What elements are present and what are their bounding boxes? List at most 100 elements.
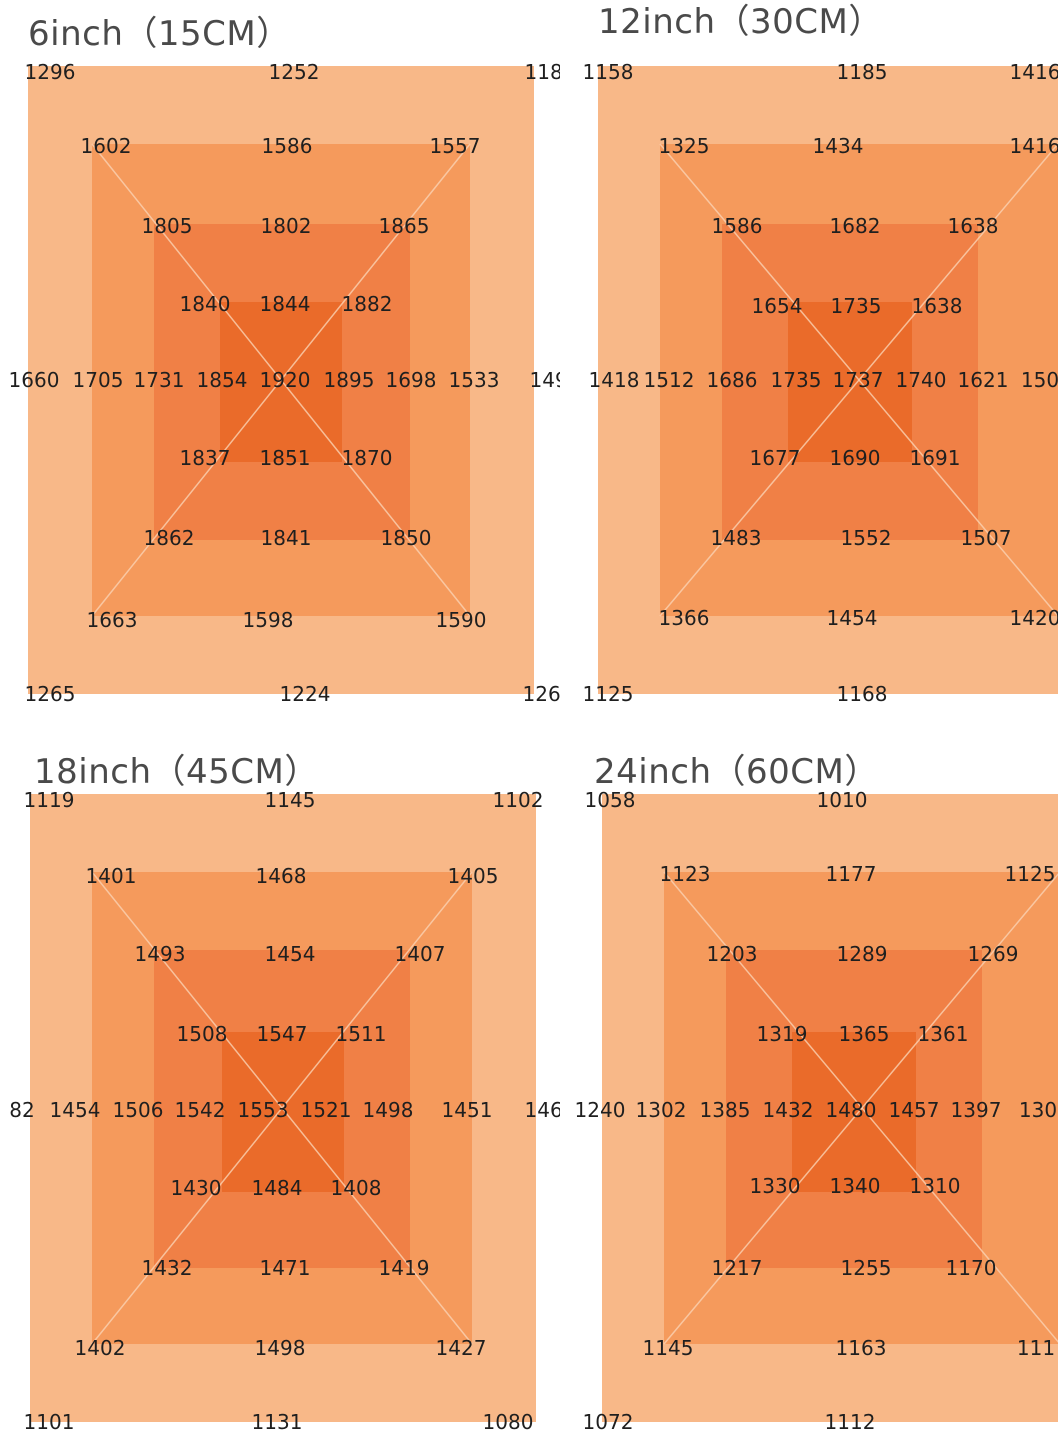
reading-value: 1145 <box>264 788 316 812</box>
reading-value: 1521 <box>300 1098 352 1122</box>
reading-value: 1737 <box>832 368 884 392</box>
reading-value: 1125 <box>1004 862 1056 886</box>
reading-value: 1177 <box>825 862 877 886</box>
reading-value: 1508 <box>176 1022 228 1046</box>
reading-value: 1361 <box>917 1022 969 1046</box>
diagonal-line-2 <box>91 871 473 1345</box>
panel-title-12inch: 12inch（30CM） <box>598 2 883 42</box>
reading-value: 1203 <box>706 942 758 966</box>
reading-value: 1451 <box>441 1098 493 1122</box>
reading-value: 1405 <box>447 864 499 888</box>
ring-4 <box>792 1032 916 1192</box>
reading-value: 1408 <box>330 1176 382 1200</box>
reading-value: 1840 <box>179 292 231 316</box>
reading-value: 82 <box>9 1098 35 1122</box>
reading-value: 1498 <box>362 1098 414 1122</box>
reading-value: 1102 <box>492 788 544 812</box>
reading-value: 1557 <box>429 134 481 158</box>
reading-value: 1660 <box>8 368 60 392</box>
heatmap-panel-6inch: 1296 1252 1183 1602 1586 1557 1805 1802 1865 1840… <box>0 56 560 708</box>
reading-value: 1325 <box>658 134 710 158</box>
reading-value: 1542 <box>174 1098 226 1122</box>
reading-value: 1841 <box>260 526 312 550</box>
reading-value: 150 <box>1020 368 1058 392</box>
reading-value: 1080 <box>482 1410 534 1434</box>
reading-value: 1168 <box>836 682 888 706</box>
heatmap-panel-24inch: 1058 1010 1123 1177 1125 1203 1289 1269 1319 1365… <box>560 786 1058 1434</box>
reading-value: 1507 <box>960 526 1012 550</box>
reading-value: 1454 <box>826 606 878 630</box>
reading-value: 1735 <box>770 368 822 392</box>
reading-value: 1844 <box>259 292 311 316</box>
reading-value: 1319 <box>756 1022 808 1046</box>
reading-value: 1677 <box>749 446 801 470</box>
reading-value: 1457 <box>888 1098 940 1122</box>
reading-value: 1302 <box>635 1098 687 1122</box>
reading-value: 1837 <box>179 446 231 470</box>
reading-value: 1112 <box>824 1410 876 1434</box>
reading-value: 1217 <box>711 1256 763 1280</box>
panel-title-18inch: 18inch（45CM） <box>34 752 319 792</box>
reading-value: 1586 <box>261 134 313 158</box>
reading-value: 1586 <box>711 214 763 238</box>
reading-value: 1385 <box>699 1098 751 1122</box>
reading-value: 1430 <box>170 1176 222 1200</box>
reading-value: 1468 <box>255 864 307 888</box>
reading-value: 1498 <box>254 1336 306 1360</box>
reading-value: 1340 <box>829 1174 881 1198</box>
reading-value: 130 <box>1018 1098 1058 1122</box>
reading-value: 1882 <box>341 292 393 316</box>
heatmap-rings <box>602 794 1058 1422</box>
reading-value: 1101 <box>23 1410 75 1434</box>
reading-value: 1553 <box>237 1098 289 1122</box>
reading-value: 1407 <box>394 942 446 966</box>
reading-value: 1310 <box>909 1174 961 1198</box>
reading-value: 1705 <box>72 368 124 392</box>
reading-value: 1483 <box>710 526 762 550</box>
heatmap-rings <box>598 66 1058 694</box>
reading-value: 1638 <box>947 214 999 238</box>
reading-value: 1854 <box>196 368 248 392</box>
reading-value: 1296 <box>24 60 76 84</box>
reading-value: 1690 <box>829 446 881 470</box>
diagonal-line-2 <box>663 873 1058 1345</box>
reading-value: 1265 <box>24 682 76 706</box>
reading-value: 1432 <box>762 1098 814 1122</box>
reading-value: 1870 <box>341 446 393 470</box>
reading-value: 1493 <box>134 942 186 966</box>
reading-value: 1366 <box>658 606 710 630</box>
reading-value: 1547 <box>256 1022 308 1046</box>
reading-value: 1511 <box>335 1022 387 1046</box>
reading-value: 1805 <box>141 214 193 238</box>
reading-value: 1416 <box>1009 60 1058 84</box>
diagonal-line-2 <box>91 143 471 617</box>
reading-value: 1289 <box>836 942 888 966</box>
reading-value: 1533 <box>448 368 500 392</box>
reading-value: 1740 <box>895 368 947 392</box>
reading-value: 1420 <box>1009 606 1058 630</box>
reading-value: 1418 <box>588 368 640 392</box>
reading-value: 1865 <box>378 214 430 238</box>
heatmap-panel-18inch: 1119 1145 1102 1401 1468 1405 1493 1454 1407 1508… <box>0 786 560 1434</box>
reading-value: 1163 <box>835 1336 887 1360</box>
reading-value: 1802 <box>260 214 312 238</box>
reading-value: 1434 <box>812 134 864 158</box>
reading-value: 1682 <box>829 214 881 238</box>
reading-value: 1365 <box>838 1022 890 1046</box>
reading-value: 1686 <box>706 368 758 392</box>
reading-value: 1145 <box>642 1336 694 1360</box>
reading-value: 1621 <box>957 368 1009 392</box>
reading-value: 1512 <box>643 368 695 392</box>
reading-value: 1123 <box>659 862 711 886</box>
reading-value: 1416 <box>1009 134 1058 158</box>
reading-value: 1454 <box>264 942 316 966</box>
reading-value: 1397 <box>950 1098 1002 1122</box>
reading-value: 1735 <box>830 294 882 318</box>
reading-value: 1402 <box>74 1336 126 1360</box>
reading-value: 1185 <box>836 60 888 84</box>
reading-value: 1731 <box>133 368 185 392</box>
reading-value: 1895 <box>323 368 375 392</box>
reading-value: 1158 <box>582 60 634 84</box>
reading-value: 1240 <box>574 1098 626 1122</box>
